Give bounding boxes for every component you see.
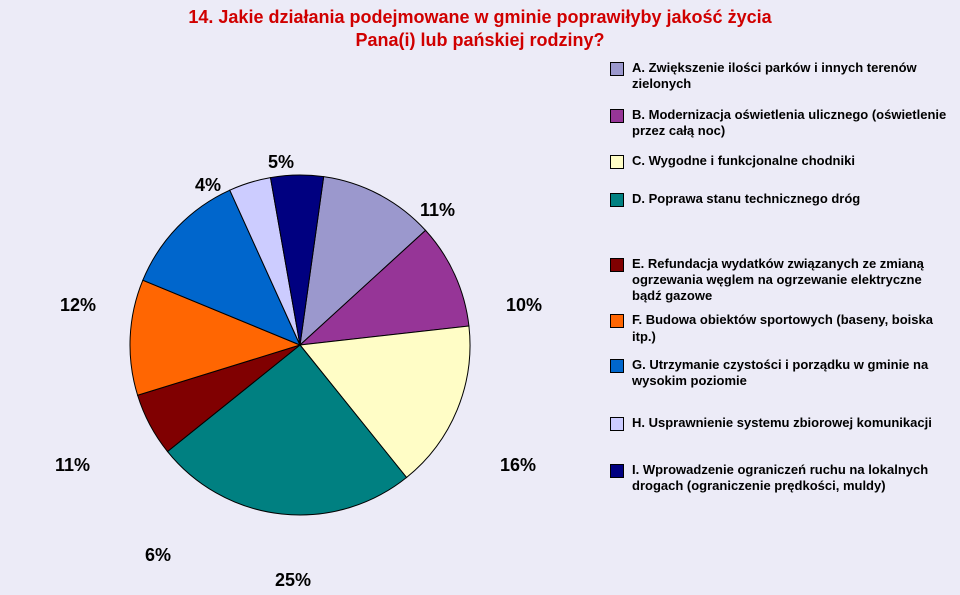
title-line1: 14. Jakie działania podejmowane w gminie… — [188, 7, 771, 27]
page-root: { "title_line1": "14. Jakie działania po… — [0, 0, 960, 595]
legend-item-A: A. Zwiększenie ilości parków i innych te… — [610, 60, 950, 93]
legend-text-I: I. Wprowadzenie ograniczeń ruchu na loka… — [632, 462, 950, 495]
legend-item-C: C. Wygodne i funkcjonalne chodniki — [610, 153, 950, 169]
pct-label-H: 4% — [195, 175, 221, 196]
legend-item-D: D. Poprawa stanu technicznego dróg — [610, 191, 950, 207]
legend-item-E: E. Refundacja wydatków związanych ze zmi… — [610, 256, 950, 305]
pct-label-B: 10% — [506, 295, 542, 316]
legend-swatch-C — [610, 155, 624, 169]
legend-swatch-B — [610, 109, 624, 123]
pie-chart-area: 11% 10% 16% 25% 6% 11% 12% 4% 5% — [0, 70, 600, 590]
title-line2: Pana(i) lub pańskiej rodziny? — [355, 30, 604, 50]
legend-text-D: D. Poprawa stanu technicznego dróg — [632, 191, 860, 207]
legend-text-A: A. Zwiększenie ilości parków i innych te… — [632, 60, 950, 93]
legend-item-I: I. Wprowadzenie ograniczeń ruchu na loka… — [610, 462, 950, 495]
legend-swatch-H — [610, 417, 624, 431]
legend-text-G: G. Utrzymanie czystości i porządku w gmi… — [632, 357, 950, 390]
legend-text-F: F. Budowa obiektów sportowych (baseny, b… — [632, 312, 950, 345]
legend: A. Zwiększenie ilości parków i innych te… — [610, 60, 950, 514]
pie-chart-svg — [0, 70, 600, 590]
legend-text-B: B. Modernizacja oświetlenia ulicznego (o… — [632, 107, 950, 140]
chart-title: 14. Jakie działania podejmowane w gminie… — [0, 6, 960, 53]
pct-label-A: 11% — [420, 200, 455, 221]
legend-swatch-A — [610, 62, 624, 76]
legend-item-B: B. Modernizacja oświetlenia ulicznego (o… — [610, 107, 950, 140]
pct-label-F: 11% — [55, 455, 90, 476]
legend-swatch-F — [610, 314, 624, 328]
legend-item-H: H. Usprawnienie systemu zbiorowej komuni… — [610, 415, 950, 431]
legend-item-F: F. Budowa obiektów sportowych (baseny, b… — [610, 312, 950, 345]
pct-label-E: 6% — [145, 545, 171, 566]
legend-text-H: H. Usprawnienie systemu zbiorowej komuni… — [632, 415, 932, 431]
pct-label-D: 25% — [275, 570, 311, 591]
legend-text-E: E. Refundacja wydatków związanych ze zmi… — [632, 256, 950, 305]
legend-swatch-G — [610, 359, 624, 373]
pct-label-G: 12% — [60, 295, 96, 316]
legend-swatch-E — [610, 258, 624, 272]
legend-item-G: G. Utrzymanie czystości i porządku w gmi… — [610, 357, 950, 390]
legend-swatch-I — [610, 464, 624, 478]
legend-text-C: C. Wygodne i funkcjonalne chodniki — [632, 153, 855, 169]
pct-label-I: 5% — [268, 152, 294, 173]
legend-swatch-D — [610, 193, 624, 207]
pct-label-C: 16% — [500, 455, 536, 476]
